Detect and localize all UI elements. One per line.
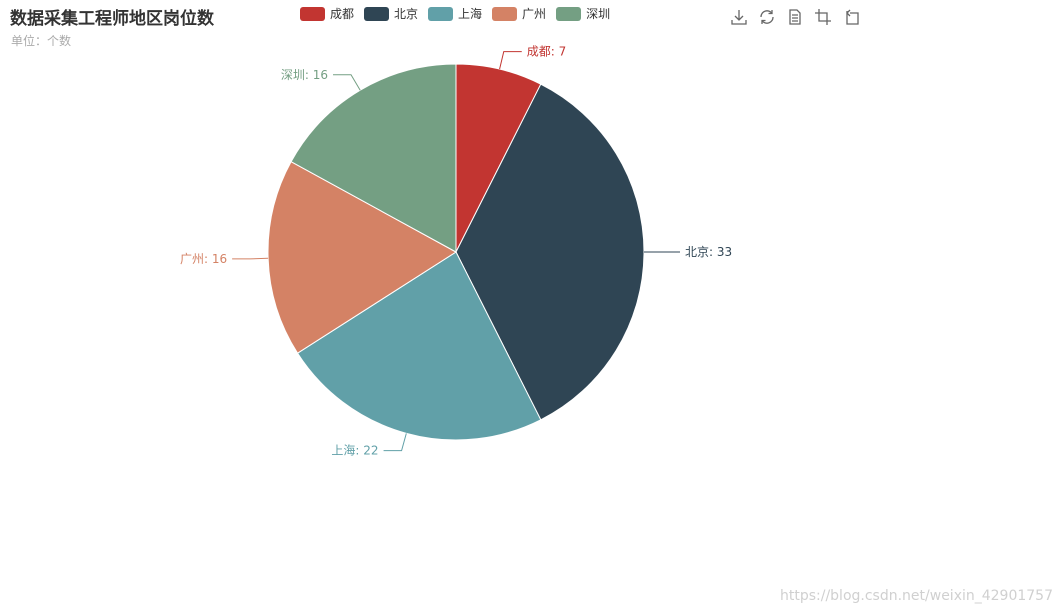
label-line xyxy=(333,74,361,91)
watermark: https://blog.csdn.net/weixin_42901757 xyxy=(779,588,1053,604)
label-line xyxy=(232,257,269,260)
legend-item[interactable]: 成都 xyxy=(300,5,354,22)
restore-icon[interactable] xyxy=(842,8,860,26)
chart-title: 数据采集工程师地区岗位数 xyxy=(10,9,214,29)
slice-label: 成都: 7 xyxy=(527,45,567,59)
toolbox xyxy=(730,8,870,26)
legend-label: 广州 xyxy=(522,7,547,21)
legend-label: 上海 xyxy=(458,7,483,21)
legend-swatch xyxy=(364,6,390,21)
slice-label: 上海: 22 xyxy=(331,443,378,458)
download-icon[interactable] xyxy=(730,8,748,26)
legend-item[interactable]: 广州 xyxy=(492,5,546,22)
pie-slice[interactable] xyxy=(296,251,542,441)
slice-label: 广州: 16 xyxy=(180,252,227,266)
legend-swatch xyxy=(428,6,454,21)
legend-label: 北京 xyxy=(394,7,419,21)
refresh-icon[interactable] xyxy=(758,8,776,26)
legend-label: 深圳 xyxy=(586,7,611,21)
slice-label: 深圳: 16 xyxy=(281,68,328,82)
legend-item[interactable]: 上海 xyxy=(428,5,482,22)
legend-swatch xyxy=(492,6,518,21)
legend-swatch xyxy=(556,6,582,21)
legend-label: 成都 xyxy=(330,7,355,21)
legend-item[interactable]: 北京 xyxy=(364,5,418,22)
label-line xyxy=(499,51,522,70)
chart-subtitle: 单位：个数 xyxy=(11,34,72,48)
slice-label: 北京: 33 xyxy=(685,245,732,259)
legend: 成都 北京 上海 广州 深圳 xyxy=(300,5,620,22)
data-view-icon[interactable] xyxy=(786,8,804,26)
label-line xyxy=(383,433,407,452)
pie-slice[interactable] xyxy=(455,83,645,421)
zoom-icon[interactable] xyxy=(814,8,832,26)
legend-swatch xyxy=(300,6,325,21)
legend-item[interactable]: 深圳 xyxy=(556,5,610,22)
